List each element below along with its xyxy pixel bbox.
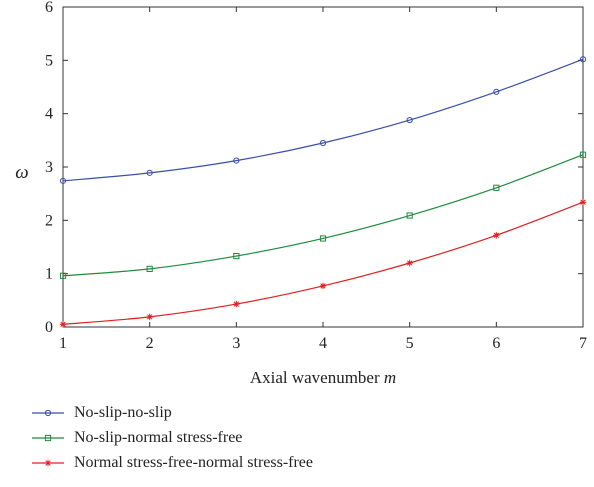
- x-tick-label: 2: [146, 335, 154, 352]
- data-point: [233, 157, 240, 164]
- legend-label: Normal stress-free-normal stress-free: [74, 453, 314, 471]
- legend-swatch: [32, 459, 64, 466]
- series-line: [62, 154, 584, 277]
- data-point: [146, 313, 153, 321]
- data-point: [233, 300, 240, 308]
- series-line: [62, 201, 584, 325]
- legend: No-slip-no-slip No-slip-normal stress-fr…: [30, 400, 313, 475]
- y-tick-label: 6: [45, 0, 53, 16]
- legend-swatch: [32, 434, 64, 441]
- x-tick-label: 7: [579, 335, 587, 352]
- y-tick-label: 0: [45, 319, 53, 336]
- legend-marker: [44, 434, 52, 441]
- data-point: [493, 88, 500, 95]
- legend-item-normal-stress-free-normal-stress-free: Normal stress-free-normal stress-free: [30, 450, 313, 475]
- plot-frame: [62, 6, 584, 328]
- legend-marker: [44, 409, 52, 416]
- data-point: [406, 259, 413, 267]
- x-tick-label: 5: [406, 335, 414, 352]
- y-tick-label: 4: [45, 106, 53, 123]
- data-point: [579, 56, 587, 63]
- legend-item-no-slip-no-slip: No-slip-no-slip: [30, 400, 313, 425]
- x-tick-label: 3: [232, 335, 240, 352]
- x-tick-label: 1: [59, 335, 67, 352]
- legend-marker: [44, 459, 52, 466]
- legend-swatch: [32, 409, 64, 416]
- data-point: [59, 272, 67, 279]
- legend-item-no-slip-normal-stress-free: No-slip-normal stress-free: [30, 425, 313, 450]
- data-point: [59, 177, 67, 184]
- data-point: [493, 232, 500, 239]
- legend-label: No-slip-no-slip: [74, 403, 172, 421]
- data-point: [59, 321, 67, 328]
- legend-label: No-slip-normal stress-free: [74, 428, 243, 446]
- x-tick-label: 6: [492, 335, 500, 352]
- data-point: [493, 184, 500, 191]
- data-point: [579, 199, 587, 206]
- y-tick-label: 1: [45, 266, 53, 283]
- data-point: [406, 116, 413, 124]
- data-point: [146, 169, 153, 176]
- data-point: [233, 252, 240, 260]
- y-tick-label: 3: [45, 159, 53, 176]
- y-tick-label: 5: [45, 52, 53, 69]
- data-point: [319, 235, 327, 242]
- y-axis-label: ω: [15, 162, 28, 183]
- data-point: [319, 139, 327, 147]
- data-point: [319, 282, 327, 290]
- data-point: [579, 151, 587, 158]
- x-axis-label: Axial wavenumber m: [250, 368, 396, 387]
- data-point: [146, 265, 153, 272]
- y-tick-label: 2: [45, 212, 53, 229]
- data-point: [406, 212, 413, 219]
- series-line: [62, 58, 584, 182]
- x-tick-label: 4: [319, 335, 327, 352]
